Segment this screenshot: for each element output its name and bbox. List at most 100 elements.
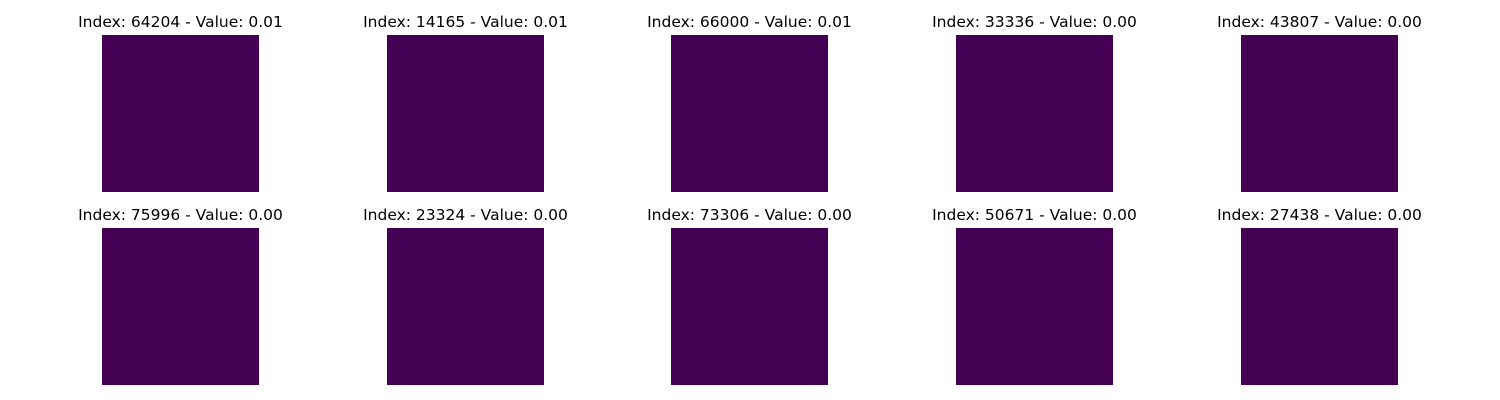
- pixel: [538, 181, 544, 187]
- pixel: [225, 301, 231, 307]
- pixel: [1079, 262, 1085, 268]
- pixel: [499, 46, 505, 52]
- pixel: [1258, 234, 1264, 240]
- pixel: [1258, 323, 1264, 329]
- pixel: [505, 35, 511, 41]
- pixel: [733, 379, 739, 385]
- pixel: [995, 35, 1001, 41]
- pixel: [1370, 262, 1376, 268]
- pixel: [522, 181, 528, 187]
- pixel: [169, 318, 175, 324]
- pixel: [158, 267, 164, 273]
- pixel: [995, 153, 1001, 159]
- pixel: [1392, 57, 1398, 63]
- pixel: [209, 290, 215, 296]
- pixel: [721, 267, 727, 273]
- pixel: [225, 97, 231, 103]
- pixel: [119, 340, 125, 346]
- pixel: [789, 147, 795, 153]
- panel: Index: 73306 - Value: 0.00: [647, 206, 852, 385]
- panel: Index: 50671 - Value: 0.00: [932, 206, 1137, 385]
- pixel: [822, 329, 828, 335]
- pixel: [1387, 63, 1393, 69]
- pixel: [1063, 63, 1069, 69]
- pixel: [772, 41, 778, 47]
- pixel: [1348, 170, 1354, 176]
- pixel: [817, 250, 823, 256]
- pixel: [1376, 273, 1382, 279]
- pixel: [164, 80, 170, 86]
- pixel: [516, 91, 522, 97]
- pixel: [220, 245, 226, 251]
- panel-title: Index: 66000 - Value: 0.01: [647, 13, 852, 31]
- pixel: [978, 164, 984, 170]
- pixel: [494, 35, 500, 41]
- pixel: [1280, 125, 1286, 131]
- pixel: [755, 147, 761, 153]
- pixel: [108, 35, 114, 41]
- pixel: [710, 158, 716, 164]
- pixel: [108, 284, 114, 290]
- pixel: [192, 295, 198, 301]
- panel: Index: 66000 - Value: 0.01: [647, 13, 852, 192]
- image-background: [671, 35, 828, 192]
- pixel: [755, 125, 761, 131]
- panel: Index: 64204 - Value: 0.01: [78, 13, 283, 192]
- panel-title: Index: 14165 - Value: 0.01: [363, 13, 568, 31]
- panel: Index: 33336 - Value: 0.00: [932, 13, 1137, 192]
- panel-title: Index: 50671 - Value: 0.00: [932, 206, 1137, 224]
- pixel: [460, 340, 466, 346]
- pixel: [822, 74, 828, 80]
- pixel: [789, 41, 795, 47]
- image-background: [102, 35, 259, 192]
- pixel: [237, 335, 243, 341]
- pixel: [778, 63, 784, 69]
- pixel: [1074, 357, 1080, 363]
- pixel: [1387, 245, 1393, 251]
- pixel: [1035, 74, 1041, 80]
- pixel: [124, 262, 130, 268]
- pixel: [794, 147, 800, 153]
- pixel: [454, 69, 460, 75]
- pixel: [978, 295, 984, 301]
- pixel: [1006, 262, 1012, 268]
- pixel: [488, 363, 494, 369]
- pixel: [1006, 46, 1012, 52]
- pixel: [231, 74, 237, 80]
- pixel: [1280, 130, 1286, 136]
- pixel: [984, 307, 990, 313]
- pixel: [460, 273, 466, 279]
- pixel: [203, 85, 209, 91]
- pixel: [1275, 351, 1281, 357]
- pixel: [510, 91, 516, 97]
- pixel: [1353, 357, 1359, 363]
- pixel: [1035, 357, 1041, 363]
- pixel: [1029, 239, 1035, 245]
- pixel: [237, 63, 243, 69]
- pixel: [1359, 108, 1365, 114]
- pixel: [527, 351, 533, 357]
- pixel: [404, 130, 410, 136]
- pixel: [113, 97, 119, 103]
- pixel: [242, 363, 248, 369]
- pixel: [426, 357, 432, 363]
- pixel: [727, 273, 733, 279]
- pixel: [437, 357, 443, 363]
- pixel: [778, 85, 784, 91]
- image-background: [671, 228, 828, 385]
- pixel: [130, 136, 136, 142]
- image-background: [956, 35, 1113, 192]
- pixel: [806, 329, 812, 335]
- pixel: [1258, 228, 1264, 234]
- pixel: [253, 158, 259, 164]
- pixel: [231, 363, 237, 369]
- pixel: [800, 318, 806, 324]
- pixel: [956, 142, 962, 148]
- pixel: [710, 69, 716, 75]
- panel: Index: 14165 - Value: 0.01: [363, 13, 568, 192]
- pixel: [1085, 91, 1091, 97]
- pixel: [1012, 363, 1018, 369]
- pixel: [1040, 228, 1046, 234]
- pixel: [1286, 147, 1292, 153]
- pixel: [1370, 142, 1376, 148]
